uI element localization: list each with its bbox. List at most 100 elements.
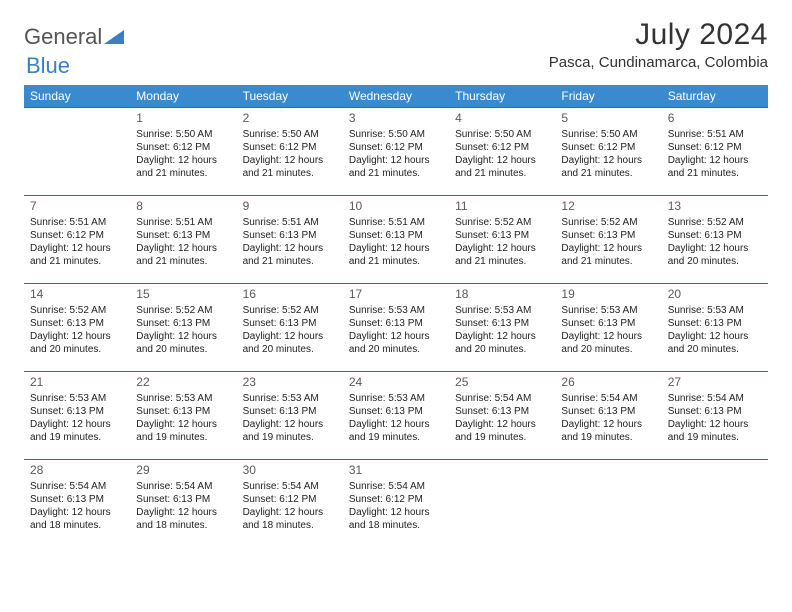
sunrise-line: Sunrise: 5:54 AM (30, 480, 124, 493)
daylight-line: Daylight: 12 hours and 21 minutes. (136, 242, 230, 268)
day-number: 16 (243, 287, 337, 303)
calendar-day-cell (662, 460, 768, 548)
sunrise-line: Sunrise: 5:54 AM (243, 480, 337, 493)
logo-text-2: Blue (26, 53, 70, 78)
calendar-day-cell: 23Sunrise: 5:53 AMSunset: 6:13 PMDayligh… (237, 372, 343, 460)
sunset-line: Sunset: 6:13 PM (349, 229, 443, 242)
daylight-line: Daylight: 12 hours and 20 minutes. (349, 330, 443, 356)
day-number: 2 (243, 111, 337, 127)
day-number: 29 (136, 463, 230, 479)
calendar-day-cell: 5Sunrise: 5:50 AMSunset: 6:12 PMDaylight… (555, 108, 661, 196)
weekday-header: Friday (555, 85, 661, 108)
calendar-day-cell: 19Sunrise: 5:53 AMSunset: 6:13 PMDayligh… (555, 284, 661, 372)
calendar-day-cell: 16Sunrise: 5:52 AMSunset: 6:13 PMDayligh… (237, 284, 343, 372)
sunset-line: Sunset: 6:13 PM (561, 405, 655, 418)
day-number: 15 (136, 287, 230, 303)
day-number: 9 (243, 199, 337, 215)
daylight-line: Daylight: 12 hours and 19 minutes. (136, 418, 230, 444)
sunset-line: Sunset: 6:13 PM (243, 317, 337, 330)
sunrise-line: Sunrise: 5:51 AM (668, 128, 762, 141)
calendar-day-cell: 11Sunrise: 5:52 AMSunset: 6:13 PMDayligh… (449, 196, 555, 284)
sunset-line: Sunset: 6:13 PM (243, 229, 337, 242)
day-number: 27 (668, 375, 762, 391)
day-number: 26 (561, 375, 655, 391)
day-number: 24 (349, 375, 443, 391)
calendar-day-cell: 26Sunrise: 5:54 AMSunset: 6:13 PMDayligh… (555, 372, 661, 460)
calendar-day-cell: 22Sunrise: 5:53 AMSunset: 6:13 PMDayligh… (130, 372, 236, 460)
sunset-line: Sunset: 6:13 PM (136, 493, 230, 506)
calendar-day-cell: 6Sunrise: 5:51 AMSunset: 6:12 PMDaylight… (662, 108, 768, 196)
calendar-day-cell: 13Sunrise: 5:52 AMSunset: 6:13 PMDayligh… (662, 196, 768, 284)
sunset-line: Sunset: 6:12 PM (30, 229, 124, 242)
daylight-line: Daylight: 12 hours and 21 minutes. (668, 154, 762, 180)
location-label: Pasca, Cundinamarca, Colombia (549, 54, 768, 71)
daylight-line: Daylight: 12 hours and 21 minutes. (455, 242, 549, 268)
sunrise-line: Sunrise: 5:53 AM (136, 392, 230, 405)
day-number: 12 (561, 199, 655, 215)
month-title: July 2024 (549, 18, 768, 52)
daylight-line: Daylight: 12 hours and 19 minutes. (30, 418, 124, 444)
calendar-day-cell: 21Sunrise: 5:53 AMSunset: 6:13 PMDayligh… (24, 372, 130, 460)
sunrise-line: Sunrise: 5:53 AM (243, 392, 337, 405)
sunrise-line: Sunrise: 5:51 AM (243, 216, 337, 229)
sunset-line: Sunset: 6:12 PM (349, 493, 443, 506)
day-number: 25 (455, 375, 549, 391)
calendar-day-cell: 18Sunrise: 5:53 AMSunset: 6:13 PMDayligh… (449, 284, 555, 372)
sunset-line: Sunset: 6:13 PM (349, 405, 443, 418)
calendar-week-row: 14Sunrise: 5:52 AMSunset: 6:13 PMDayligh… (24, 284, 768, 372)
calendar-day-cell: 12Sunrise: 5:52 AMSunset: 6:13 PMDayligh… (555, 196, 661, 284)
daylight-line: Daylight: 12 hours and 20 minutes. (561, 330, 655, 356)
day-number: 14 (30, 287, 124, 303)
day-number: 23 (243, 375, 337, 391)
calendar-week-row: 21Sunrise: 5:53 AMSunset: 6:13 PMDayligh… (24, 372, 768, 460)
weekday-header: Tuesday (237, 85, 343, 108)
sunset-line: Sunset: 6:13 PM (243, 405, 337, 418)
day-number: 10 (349, 199, 443, 215)
calendar-day-cell: 31Sunrise: 5:54 AMSunset: 6:12 PMDayligh… (343, 460, 449, 548)
weekday-header: Wednesday (343, 85, 449, 108)
calendar-day-cell: 3Sunrise: 5:50 AMSunset: 6:12 PMDaylight… (343, 108, 449, 196)
sunset-line: Sunset: 6:13 PM (455, 317, 549, 330)
sunrise-line: Sunrise: 5:54 AM (349, 480, 443, 493)
calendar-week-row: 28Sunrise: 5:54 AMSunset: 6:13 PMDayligh… (24, 460, 768, 548)
weekday-header: Sunday (24, 85, 130, 108)
calendar-day-cell: 29Sunrise: 5:54 AMSunset: 6:13 PMDayligh… (130, 460, 236, 548)
calendar-week-row: 1Sunrise: 5:50 AMSunset: 6:12 PMDaylight… (24, 108, 768, 196)
daylight-line: Daylight: 12 hours and 19 minutes. (561, 418, 655, 444)
day-number: 6 (668, 111, 762, 127)
sunset-line: Sunset: 6:13 PM (668, 229, 762, 242)
calendar-day-cell: 30Sunrise: 5:54 AMSunset: 6:12 PMDayligh… (237, 460, 343, 548)
sunrise-line: Sunrise: 5:54 AM (561, 392, 655, 405)
sunset-line: Sunset: 6:12 PM (349, 141, 443, 154)
sunset-line: Sunset: 6:13 PM (455, 405, 549, 418)
daylight-line: Daylight: 12 hours and 20 minutes. (30, 330, 124, 356)
daylight-line: Daylight: 12 hours and 20 minutes. (455, 330, 549, 356)
sunset-line: Sunset: 6:13 PM (349, 317, 443, 330)
sunrise-line: Sunrise: 5:51 AM (30, 216, 124, 229)
sunset-line: Sunset: 6:13 PM (455, 229, 549, 242)
weekday-header: Saturday (662, 85, 768, 108)
calendar-day-cell (555, 460, 661, 548)
calendar-table: SundayMondayTuesdayWednesdayThursdayFrid… (24, 85, 768, 548)
day-number: 3 (349, 111, 443, 127)
sunrise-line: Sunrise: 5:53 AM (349, 304, 443, 317)
daylight-line: Daylight: 12 hours and 21 minutes. (243, 154, 337, 180)
sunrise-line: Sunrise: 5:52 AM (561, 216, 655, 229)
calendar-day-cell: 15Sunrise: 5:52 AMSunset: 6:13 PMDayligh… (130, 284, 236, 372)
logo: General (24, 18, 124, 50)
sunrise-line: Sunrise: 5:54 AM (668, 392, 762, 405)
calendar-day-cell: 7Sunrise: 5:51 AMSunset: 6:12 PMDaylight… (24, 196, 130, 284)
sunset-line: Sunset: 6:12 PM (136, 141, 230, 154)
day-number: 13 (668, 199, 762, 215)
calendar-day-cell: 2Sunrise: 5:50 AMSunset: 6:12 PMDaylight… (237, 108, 343, 196)
sunrise-line: Sunrise: 5:54 AM (455, 392, 549, 405)
sunrise-line: Sunrise: 5:50 AM (561, 128, 655, 141)
sunrise-line: Sunrise: 5:54 AM (136, 480, 230, 493)
day-number: 11 (455, 199, 549, 215)
sunset-line: Sunset: 6:12 PM (561, 141, 655, 154)
day-number: 4 (455, 111, 549, 127)
sunset-line: Sunset: 6:13 PM (561, 317, 655, 330)
calendar-day-cell: 27Sunrise: 5:54 AMSunset: 6:13 PMDayligh… (662, 372, 768, 460)
day-number: 17 (349, 287, 443, 303)
daylight-line: Daylight: 12 hours and 18 minutes. (136, 506, 230, 532)
